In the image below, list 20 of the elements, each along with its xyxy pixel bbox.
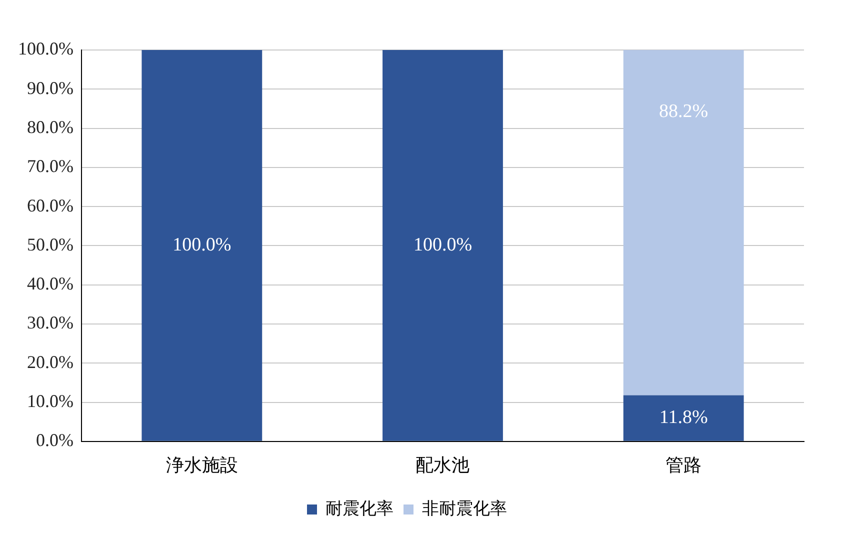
y-tick-label: 80.0% <box>26 117 74 138</box>
data-label: 100.0% <box>172 234 232 256</box>
y-tick-label: 100.0% <box>18 38 74 59</box>
y-tick-label: 50.0% <box>26 234 74 254</box>
data-label: 11.8% <box>659 407 708 428</box>
data-label: 88.2% <box>659 100 708 122</box>
y-tick-label: 60.0% <box>26 195 74 216</box>
y-tick-label: 0.0% <box>36 430 74 450</box>
y-tick-label: 20.0% <box>26 352 74 372</box>
data-label: 100.0% <box>413 234 472 256</box>
x-tick-label: 浄水施設 <box>166 454 238 476</box>
x-tick-label: 配水池 <box>416 454 470 476</box>
y-tick-label: 40.0% <box>26 274 74 294</box>
y-tick-label: 30.0% <box>26 312 74 333</box>
legend-label: 耐震化率 <box>326 498 394 519</box>
legend-label: 非耐震化率 <box>422 498 507 519</box>
y-tick-label: 90.0% <box>26 78 74 98</box>
x-tick-label: 管路 <box>666 454 702 476</box>
y-tick-label: 10.0% <box>26 390 74 411</box>
y-tick-label: 70.0% <box>26 156 74 176</box>
